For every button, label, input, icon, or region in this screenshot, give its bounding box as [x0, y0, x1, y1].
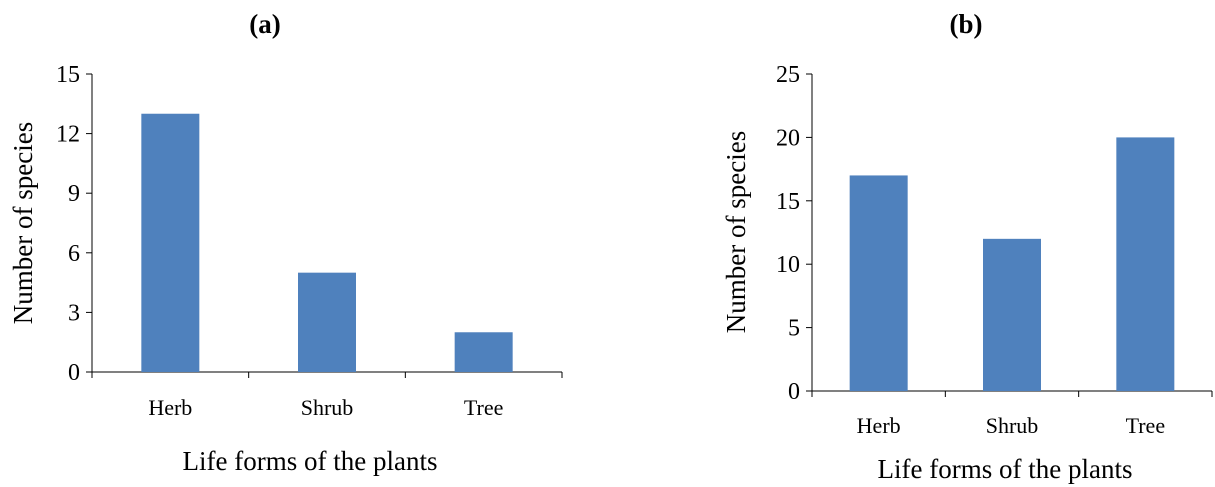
x-axis-title-b: Life forms of the plants	[878, 454, 1133, 484]
bar-shrub-a	[298, 272, 356, 372]
category-label-shrub-b: Shrub	[986, 413, 1039, 438]
y-tick-label-a: 6	[68, 241, 80, 267]
y-axis-title-a: Number of species	[8, 122, 38, 324]
x-axis-title-a: Life forms of the plants	[183, 446, 438, 476]
y-tick-label-b: 10	[776, 252, 800, 278]
y-tick-label-a: 9	[68, 181, 80, 207]
y-tick-label-b: 5	[788, 316, 800, 342]
chart-panel-a: (a) 0 3 6 9 12 15 Herb Shrub Tree Life forms of th…	[8, 9, 563, 476]
bar-herb-b	[849, 175, 908, 391]
y-tick-label-b: 0	[788, 379, 800, 405]
panel-label-a: (a)	[249, 9, 280, 39]
bar-tree-b	[1116, 137, 1175, 391]
y-axis-title-b: Number of species	[721, 131, 751, 333]
bar-shrub-b	[983, 238, 1041, 391]
y-tick-label-a: 3	[68, 300, 80, 326]
category-label-herb-a: Herb	[148, 395, 192, 420]
y-tick-label-b: 20	[776, 125, 800, 151]
bar-herb-a	[141, 113, 200, 372]
category-label-herb-b: Herb	[857, 413, 901, 438]
y-tick-label-b: 15	[776, 189, 800, 215]
y-tick-label-a: 0	[68, 360, 80, 386]
y-tick-label-a: 15	[56, 62, 80, 88]
panel-label-b: (b)	[950, 9, 983, 39]
bar-tree-a	[454, 332, 513, 372]
y-tick-label-a: 12	[56, 122, 80, 148]
category-label-tree-a: Tree	[464, 395, 504, 420]
chart-panel-b: (b) 0 5 10 15 20 25 Herb Shrub Tree Life forms of …	[721, 9, 1213, 484]
y-tick-label-b: 25	[776, 62, 800, 88]
category-label-shrub-a: Shrub	[301, 395, 354, 420]
category-label-tree-b: Tree	[1126, 413, 1166, 438]
